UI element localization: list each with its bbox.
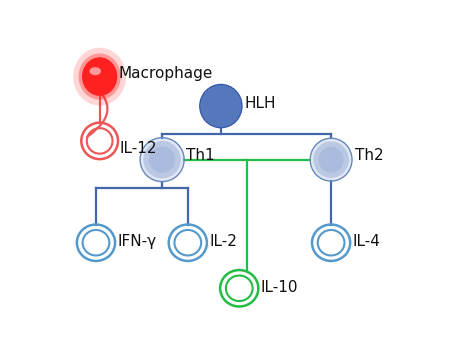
Ellipse shape [310, 138, 352, 181]
Ellipse shape [200, 85, 242, 127]
Ellipse shape [90, 67, 101, 75]
Ellipse shape [313, 141, 349, 178]
Text: HLH: HLH [245, 96, 276, 111]
Text: IL-2: IL-2 [209, 234, 237, 249]
Ellipse shape [319, 147, 344, 173]
Text: IFN-γ: IFN-γ [117, 234, 156, 249]
Ellipse shape [82, 57, 117, 96]
Ellipse shape [143, 141, 181, 178]
Text: IL-10: IL-10 [261, 280, 298, 295]
Ellipse shape [73, 48, 126, 105]
Text: IL-12: IL-12 [120, 141, 157, 157]
Ellipse shape [79, 54, 121, 100]
Ellipse shape [149, 147, 175, 173]
Text: Macrophage: Macrophage [118, 66, 212, 81]
Ellipse shape [140, 138, 184, 182]
Text: Th1: Th1 [186, 148, 215, 163]
Text: IL-4: IL-4 [352, 234, 380, 249]
Text: Th2: Th2 [355, 148, 383, 163]
